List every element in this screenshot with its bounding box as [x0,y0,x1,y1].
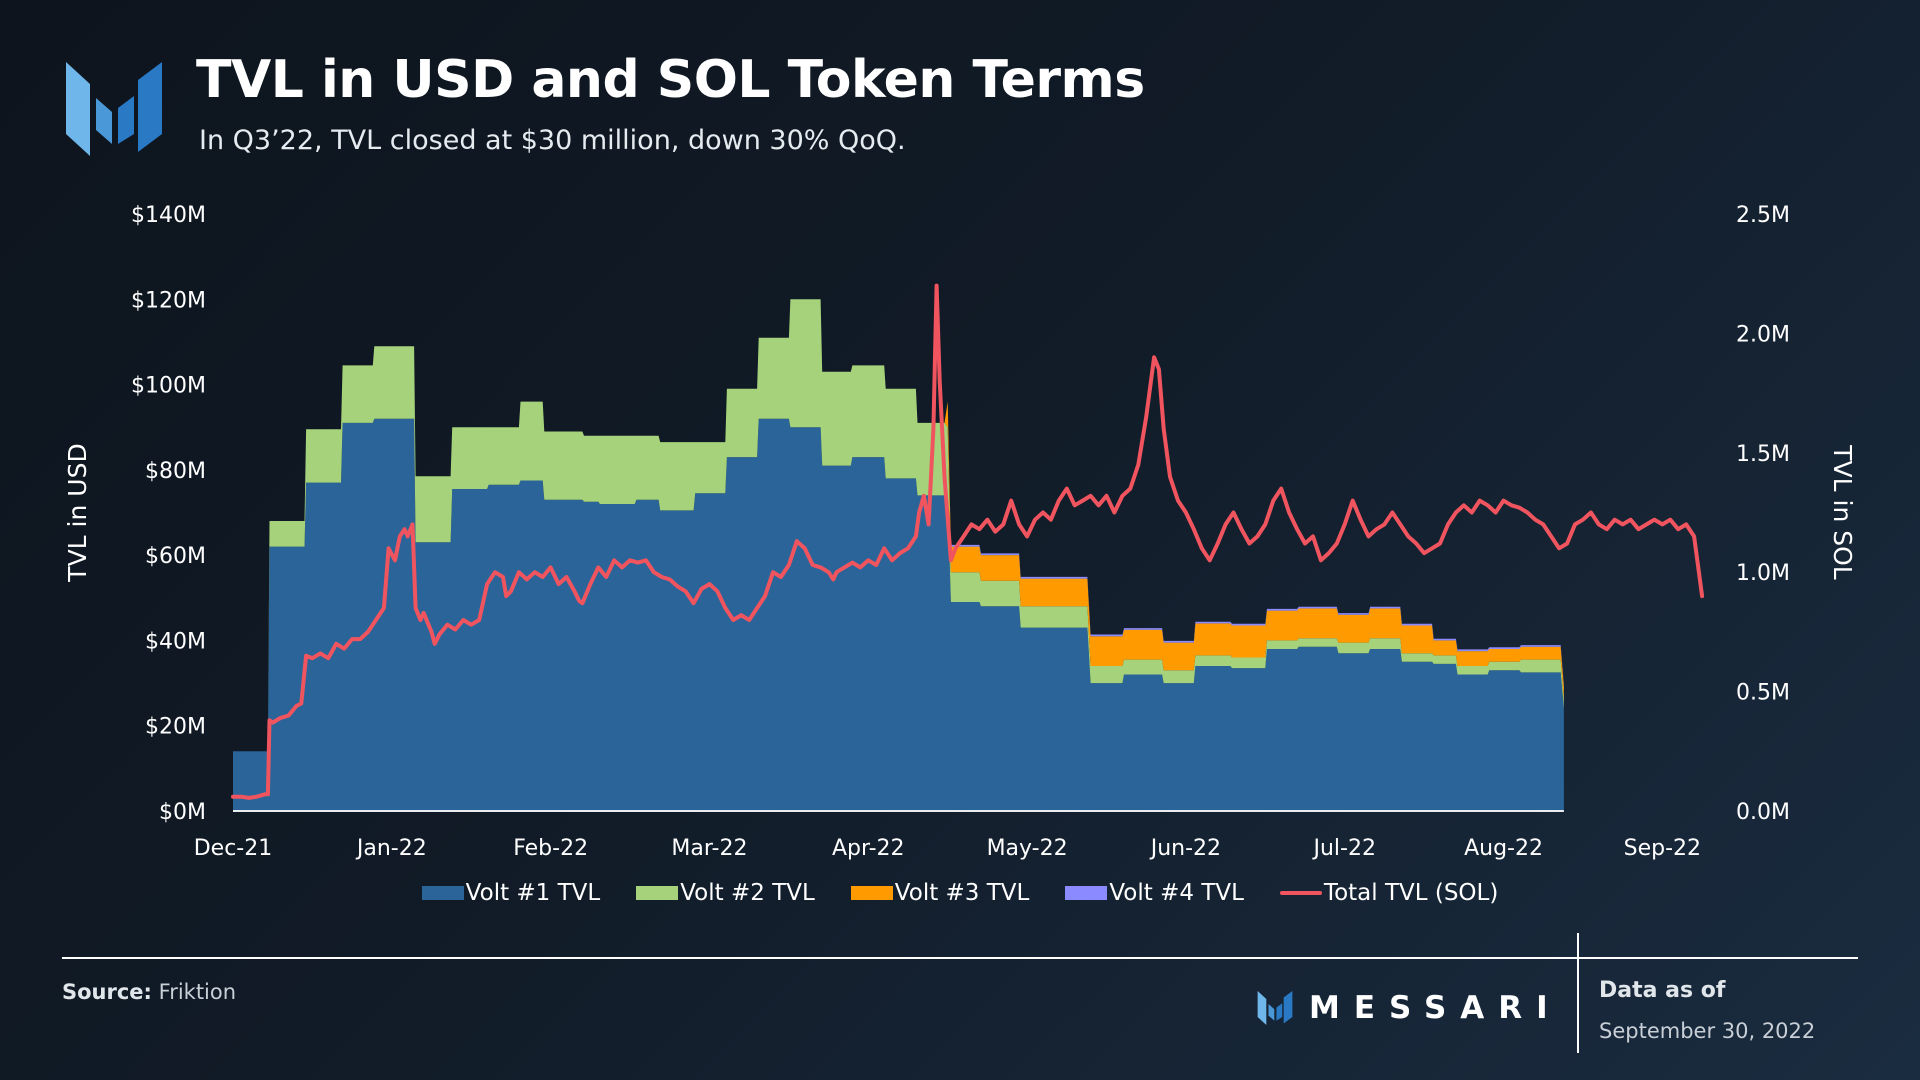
y-axis-right-label: TVL in SOL [1828,444,1857,580]
chart-legend: Volt #1 TVL Volt #2 TVL Volt #3 TVL Volt #4… [0,880,1920,906]
x-tick-label: Feb-22 [513,836,588,861]
y-tick-label: $80M [145,459,206,484]
stacked-areas [233,299,1564,811]
data-as-of-date: September 30, 2022 [1599,1019,1816,1043]
y2-tick-label: 1.5M [1736,442,1790,467]
legend-swatch-volt4 [1065,886,1108,900]
x-axis-ticks: Dec-21 Jan-22 Feb-22 Mar-22 Apr-22 May-22 Jun-… [194,836,1701,861]
x-tick-label: Apr-22 [832,836,905,861]
y-tick-label: $100M [131,374,206,399]
legend-item-volt4: Volt #4 TVL [1065,880,1244,906]
x-tick-label: Mar-22 [671,836,747,861]
footer-divider [62,957,1858,959]
chart-subtitle: In Q3’22, TVL closed at $30 million, dow… [199,125,906,156]
data-as-of-label: Data as of [1599,978,1726,1003]
y-tick-label: $60M [145,544,206,569]
legend-label: Volt #4 TVL [1109,880,1244,906]
legend-label: Volt #2 TVL [680,880,815,906]
x-tick-label: Jul-22 [1311,836,1375,861]
legend-item-volt2: Volt #2 TVL [636,880,815,906]
source-note: Source: Friktion [62,980,236,1004]
area-volt1 [233,418,1564,811]
legend-swatch-volt2 [636,886,679,900]
y-tick-label: $40M [145,629,206,654]
brand-block: MESSARI [1257,990,1562,1026]
y2-tick-label: 0.5M [1736,681,1790,706]
x-tick-label: Dec-21 [194,836,273,861]
x-tick-label: Sep-22 [1624,836,1701,861]
area-volt2 [233,299,1564,752]
source-value: Friktion [158,980,237,1004]
y-axis-right-ticks: 0.0M 0.5M 1.0M 1.5M 2.0M 2.5M [1736,203,1790,825]
y2-tick-label: 2.5M [1736,203,1790,228]
y-tick-label: $140M [131,203,206,228]
y-axis-left-ticks: $0M $20M $40M $60M $80M $100M $120M $140M [131,203,206,825]
line-total-tvl-sol [231,283,1705,800]
x-tick-label: Jun-22 [1149,836,1221,861]
legend-label: Total TVL (SOL) [1323,880,1499,906]
y-tick-label: $0M [159,800,206,825]
legend-swatch-volt1 [421,886,464,900]
brand-wordmark: MESSARI [1309,990,1562,1026]
legend-label: Volt #1 TVL [465,880,601,906]
legend-item-volt3: Volt #3 TVL [850,880,1030,906]
y-tick-label: $20M [145,715,206,740]
y-axis-left-label: TVL in USD [63,443,92,582]
messari-logo-icon [66,62,162,156]
footer-vertical-divider [1577,933,1579,1053]
y2-tick-label: 2.0M [1736,322,1790,347]
messari-mark-icon [1257,991,1293,1025]
line-series [231,283,1705,800]
area-volt3 [233,299,1564,752]
legend-item-sol_line: Total TVL (SOL) [1279,880,1499,906]
x-tick-label: Jan-22 [355,836,427,861]
legend-swatch-volt3 [850,886,893,900]
source-label: Source: [62,980,152,1004]
y-tick-label: $120M [131,288,206,313]
y2-tick-label: 1.0M [1736,561,1790,586]
legend-item-volt1: Volt #1 TVL [421,880,601,906]
y2-tick-label: 0.0M [1736,800,1790,825]
legend-label: Volt #3 TVL [894,880,1030,906]
x-tick-label: May-22 [987,836,1068,861]
chart-title: TVL in USD and SOL Token Terms [196,50,1145,110]
x-tick-label: Aug-22 [1464,836,1543,861]
legend-swatch-sol_line [1279,891,1322,895]
